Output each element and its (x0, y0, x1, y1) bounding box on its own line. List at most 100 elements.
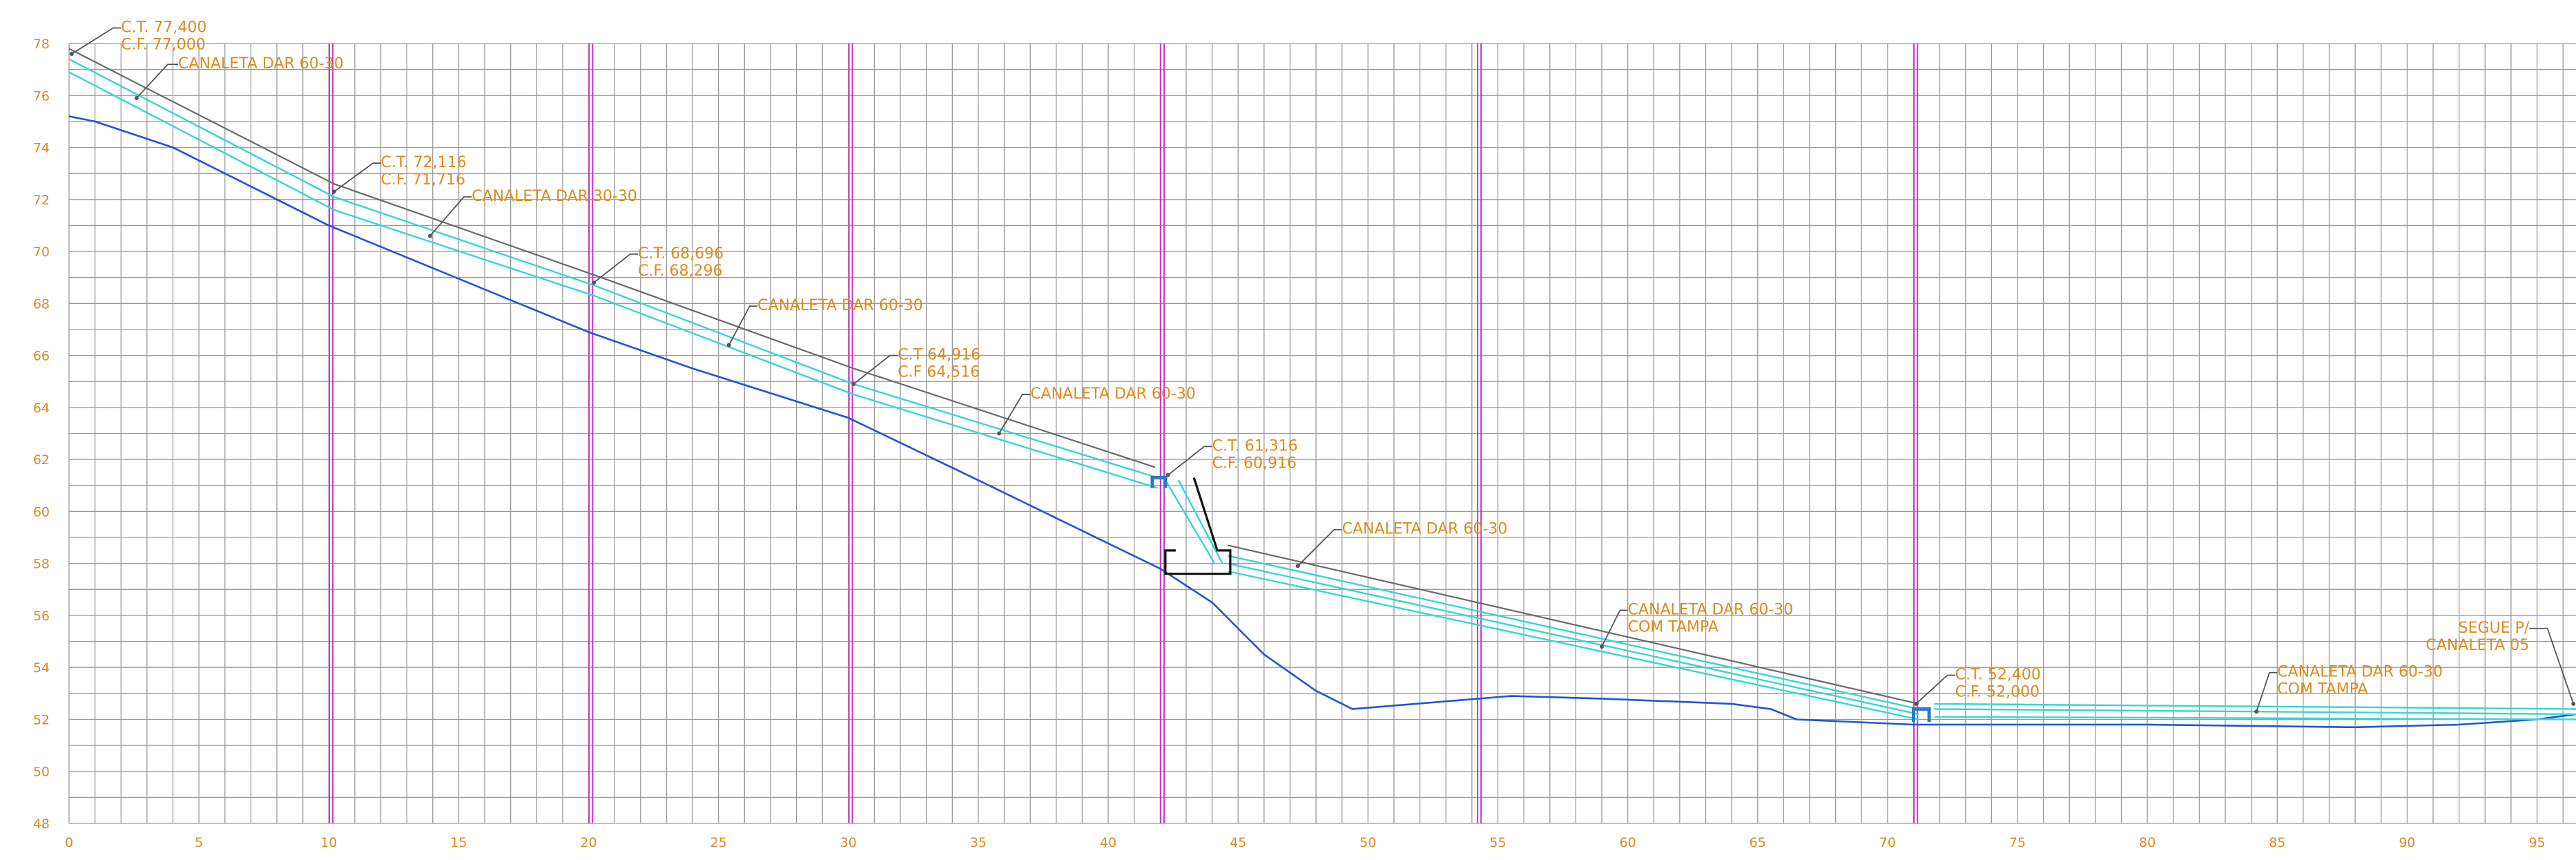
callout-leader (593, 253, 639, 283)
channel-line (68, 71, 1158, 489)
top-line (68, 48, 1156, 468)
terrain-line (68, 115, 2576, 729)
x-tick-label: 0 (65, 835, 73, 850)
callout-anchor-dot (726, 343, 731, 347)
callout-leader (1915, 674, 1955, 705)
callout-anchor-dot (1165, 472, 1170, 477)
channel-line (68, 58, 1158, 479)
callout-leader (2529, 627, 2575, 705)
x-tick-label: 65 (1750, 835, 1766, 850)
callout-leader (998, 394, 1031, 434)
callout-anchor-dot (2571, 701, 2576, 706)
callout-leader (853, 354, 898, 385)
y-tick-label: 52 (33, 712, 50, 727)
y-axis-ticks: 78 76 74 72 70 68 66 64 62 60 58 56 54 52 50 48 (33, 37, 50, 832)
callout-label: C.F. 52,000 (1955, 683, 2040, 700)
callout-label: CANALETA DAR 60-30 (178, 55, 344, 73)
y-tick-label: 66 (33, 349, 50, 364)
channel-line (1164, 479, 1216, 564)
channel-line (1227, 562, 1919, 716)
y-tick-label: 54 (33, 660, 50, 676)
callout-anchor-dot (2254, 709, 2259, 714)
callout-label: C.F 64,516 (898, 364, 980, 381)
callout-leader (1601, 609, 1628, 647)
y-tick-label: 72 (33, 193, 50, 208)
x-axis-ticks: 0 5 10 15 20 25 30 35 40 45 50 55 60 65 70 75 80 85 90 95 (65, 835, 2546, 850)
channel-line (1177, 479, 1223, 564)
callout-label: C.F. 60,916 (1212, 455, 1297, 472)
x-tick-label: 45 (1230, 835, 1246, 850)
callout-label: CANALETA DAR 60-30 (1030, 385, 1196, 403)
callout-label: C.F. 71,716 (381, 171, 465, 189)
channel-line (1934, 703, 2576, 710)
x-tick-label: 25 (710, 835, 727, 850)
x-tick-label: 95 (2528, 835, 2545, 850)
callout-leader (2256, 671, 2278, 712)
callout-anchor-dot (592, 280, 597, 285)
top-line (1227, 544, 1919, 705)
callout-label: C.F. 77,000 (121, 36, 205, 53)
profile-lines (68, 48, 2576, 729)
callout-label: CANALETA DAR 60-30 (1628, 601, 1794, 618)
y-tick-label: 68 (33, 296, 50, 312)
x-tick-label: 60 (1620, 835, 1636, 850)
drop-structure (1164, 477, 1232, 575)
inspection-pit (1150, 476, 1168, 488)
callout-leader (429, 196, 472, 237)
x-tick-label: 15 (450, 835, 467, 850)
callout-anchor-dot (1295, 564, 1300, 568)
x-tick-label: 90 (2399, 835, 2415, 850)
grid (68, 43, 2576, 824)
x-tick-label: 20 (580, 835, 597, 850)
callout-anchor-dot (1599, 644, 1604, 649)
x-tick-label: 40 (1100, 835, 1116, 850)
y-tick-label: 78 (33, 37, 50, 52)
callout-anchor-dot (331, 189, 336, 194)
callout-label: C.F. 68,296 (638, 262, 722, 280)
callout-label: CANALETA DAR 60-30 (2277, 664, 2443, 681)
callout-label: C.T. 52,400 (1955, 666, 2041, 683)
y-tick-label: 64 (33, 401, 50, 416)
callout-label: SEGUE P/ (2459, 620, 2530, 637)
callout-label: C.T. 61,316 (1212, 437, 1298, 455)
y-tick-label: 74 (33, 141, 50, 156)
y-tick-label: 70 (33, 245, 50, 260)
x-tick-label: 80 (2139, 835, 2156, 850)
callout-anchor-dot (134, 96, 139, 101)
channel-line (1934, 716, 2576, 720)
callout-label: COM TAMPA (1628, 618, 1718, 636)
callout-leader (728, 305, 758, 345)
callout-anchor-dot (69, 52, 74, 57)
x-tick-label: 50 (1359, 835, 1376, 850)
x-tick-label: 55 (1489, 835, 1506, 850)
x-tick-label: 70 (1879, 835, 1896, 850)
y-tick-label: 56 (33, 609, 50, 624)
callout-leader (136, 64, 179, 99)
x-tick-label: 10 (320, 835, 337, 850)
x-tick-label: 35 (970, 835, 987, 850)
y-tick-label: 50 (33, 765, 50, 780)
callout-label: CANALETA DAR 30-30 (472, 188, 637, 205)
y-tick-label: 60 (33, 504, 50, 519)
channel-line (1227, 555, 1919, 710)
callout-label: C.T. 77,400 (121, 19, 206, 36)
callout-leader (71, 27, 122, 55)
channel-line (1227, 570, 1919, 720)
x-tick-label: 5 (195, 835, 203, 850)
callout-anchor-dot (997, 431, 1002, 436)
callout-label: C.T. 72,116 (381, 154, 467, 171)
drop-structures (1150, 476, 1931, 723)
x-tick-label: 85 (2269, 835, 2285, 850)
x-tick-label: 75 (2009, 835, 2026, 850)
y-tick-label: 76 (33, 88, 50, 104)
callout-anchor-dot (428, 233, 433, 238)
y-tick-label: 62 (33, 452, 50, 468)
callout-label: CANALETA 05 (2425, 637, 2529, 654)
y-tick-label: 58 (33, 557, 50, 572)
callout-label: COM TAMPA (2277, 681, 2367, 698)
callout-leader (333, 162, 381, 193)
callout-anchor-dot (1914, 701, 1919, 706)
y-tick-label: 48 (33, 816, 50, 832)
